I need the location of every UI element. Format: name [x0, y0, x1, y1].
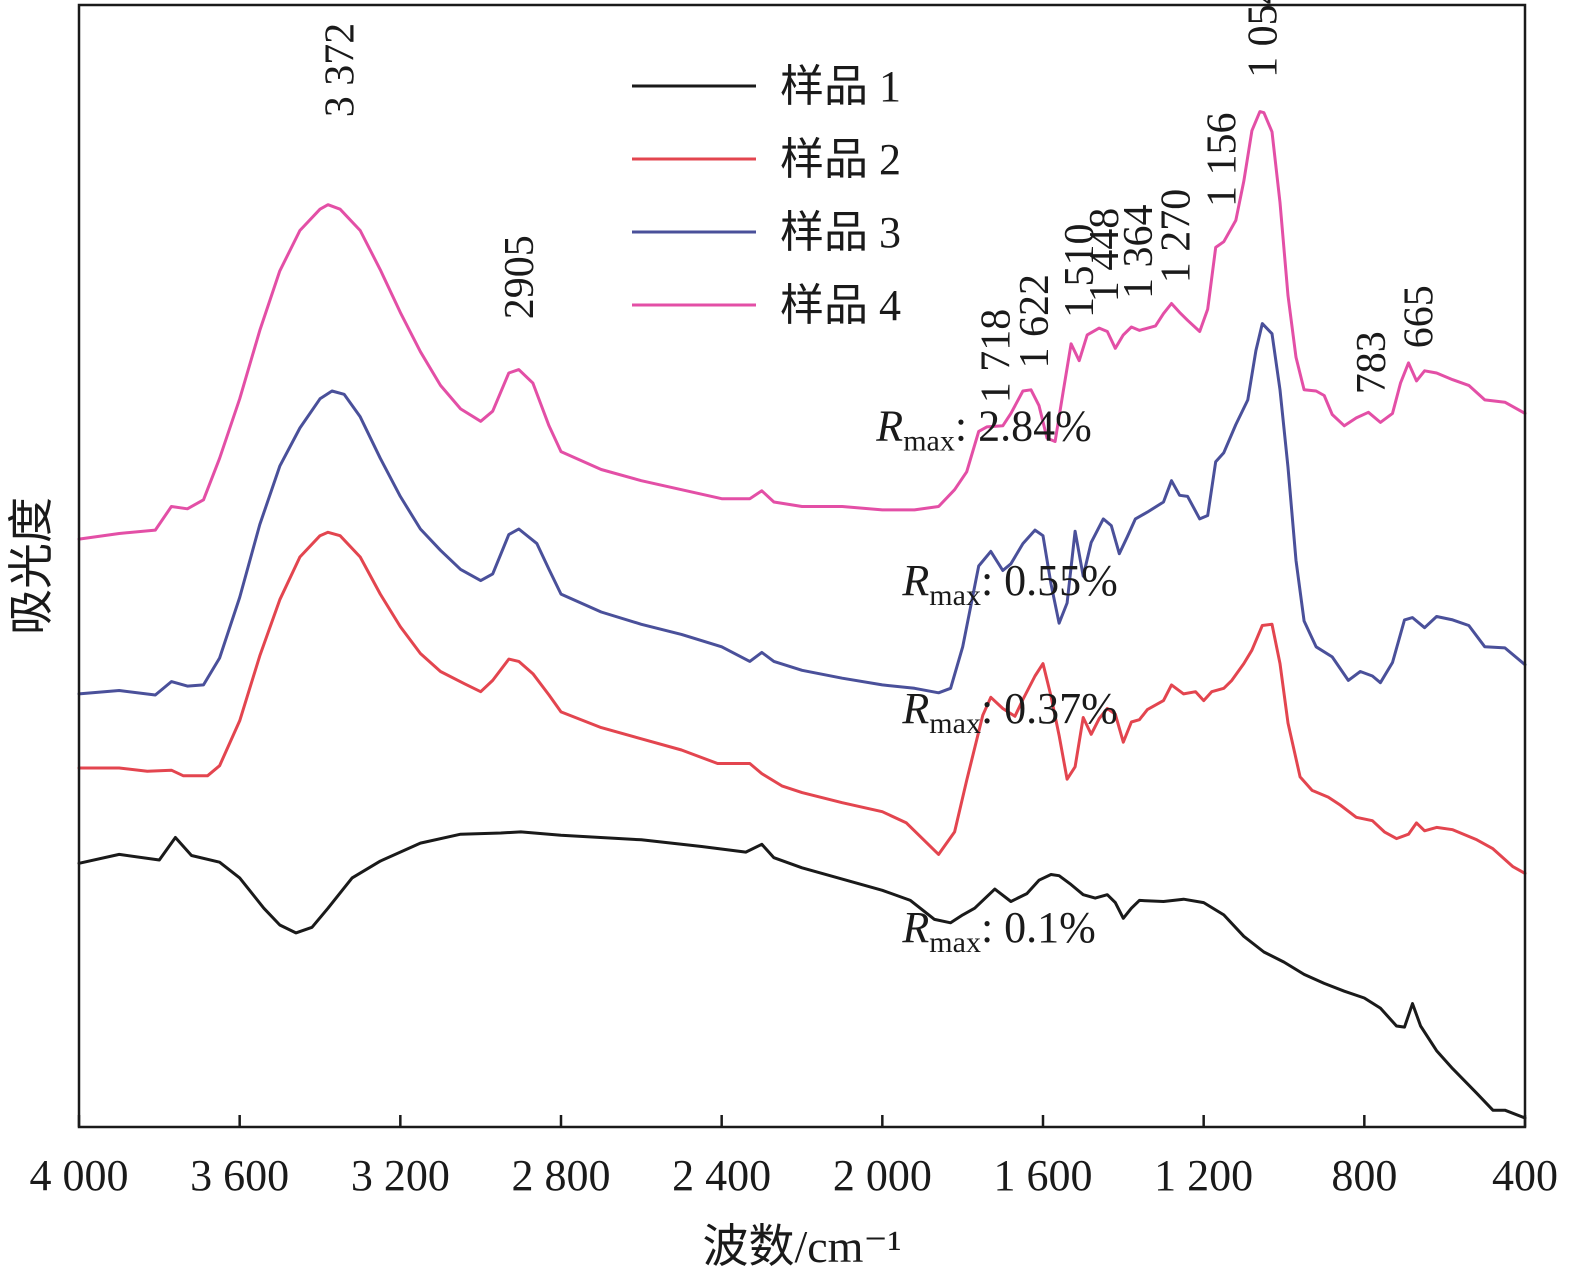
peak-label: 1 448: [1082, 208, 1128, 303]
x-tick-label: 3 200: [351, 1151, 450, 1200]
peak-label: 1 718: [974, 309, 1020, 404]
peak-label: 2905: [497, 235, 543, 319]
series-layer: [77, 110, 1527, 1120]
annotation-layer: Rmax: 0.1% Rmax: 0.37% Rmax: 0.55% Rmax: 2.…: [875, 401, 1118, 959]
rmax-annotation-sample-1: Rmax: 0.1%: [901, 903, 1095, 959]
y-axis-title: 吸光度: [6, 497, 57, 635]
x-axis-title: 波数/cm⁻¹: [702, 1221, 901, 1272]
rmax-annotation-sample-4: Rmax: 2.84%: [875, 401, 1091, 457]
x-tick-label: 800: [1331, 1151, 1397, 1200]
peak-label: 1 156: [1199, 113, 1245, 208]
peak-label: 1 622: [1012, 274, 1058, 369]
peak-label: 1 270: [1154, 189, 1200, 284]
peak-label: 665: [1397, 285, 1443, 348]
peak-label: 1 510: [1057, 224, 1103, 319]
legend-label-sample-3: 样品 3: [780, 208, 901, 257]
legend-label-sample-1: 样品 1: [780, 62, 901, 111]
rmax-annotation-sample-3: Rmax: 0.55%: [901, 556, 1117, 612]
series-line-sample-1: [77, 830, 1527, 1120]
plot-frame: [77, 3, 1527, 1129]
peak-label: 3 372: [317, 23, 363, 118]
x-tick-label: 2 000: [833, 1151, 932, 1200]
legend-label-sample-4: 样品 4: [780, 281, 901, 330]
x-tick-label: 3 600: [190, 1151, 289, 1200]
x-tick-label: 1 600: [994, 1151, 1093, 1200]
series-line-sample-3: [77, 322, 1527, 697]
x-tick-label: 4 000: [30, 1151, 129, 1200]
x-tick-label: 400: [1492, 1151, 1558, 1200]
axes: 4 000 3 600 3 200 2 800 2 400 2 000 1 600 1 200…: [30, 3, 1558, 1200]
series-line-sample-4: [77, 110, 1527, 541]
peak-label: 1 054: [1240, 0, 1286, 78]
rmax-annotation-sample-2: Rmax: 0.37%: [901, 684, 1117, 740]
legend: 样品 1 样品 2 样品 3 样品 4: [632, 62, 901, 330]
legend-label-sample-2: 样品 2: [780, 135, 901, 184]
series-line-sample-2: [77, 530, 1527, 875]
peak-label: 783: [1349, 331, 1395, 394]
x-tick-label: 2 400: [672, 1151, 771, 1200]
x-tick-label: 1 200: [1154, 1151, 1253, 1200]
peak-label: 1 364: [1116, 205, 1162, 300]
x-tick-label: 2 800: [512, 1151, 611, 1200]
